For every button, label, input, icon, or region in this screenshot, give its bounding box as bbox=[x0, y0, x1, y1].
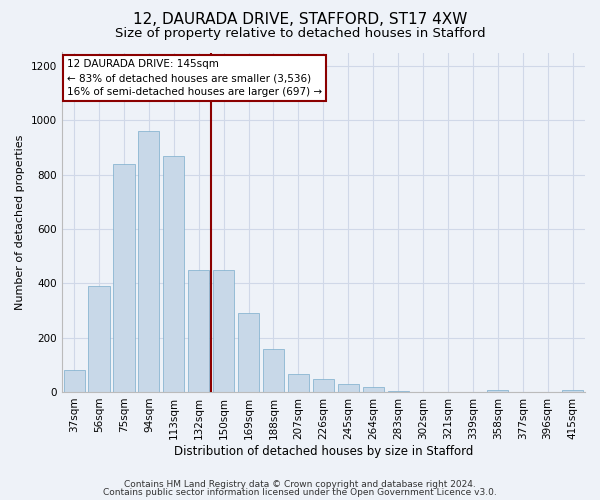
Bar bbox=[288, 374, 309, 392]
Bar bbox=[263, 348, 284, 392]
Bar bbox=[113, 164, 134, 392]
Bar bbox=[487, 390, 508, 392]
Text: Contains HM Land Registry data © Crown copyright and database right 2024.: Contains HM Land Registry data © Crown c… bbox=[124, 480, 476, 489]
Bar bbox=[88, 286, 110, 392]
Text: Size of property relative to detached houses in Stafford: Size of property relative to detached ho… bbox=[115, 28, 485, 40]
Bar bbox=[64, 370, 85, 392]
Text: 12 DAURADA DRIVE: 145sqm
← 83% of detached houses are smaller (3,536)
16% of sem: 12 DAURADA DRIVE: 145sqm ← 83% of detach… bbox=[67, 60, 322, 98]
Bar bbox=[188, 270, 209, 392]
Bar bbox=[338, 384, 359, 392]
Bar bbox=[138, 132, 160, 392]
Bar bbox=[562, 390, 583, 392]
Bar bbox=[313, 379, 334, 392]
Bar bbox=[388, 390, 409, 392]
Y-axis label: Number of detached properties: Number of detached properties bbox=[15, 134, 25, 310]
Text: 12, DAURADA DRIVE, STAFFORD, ST17 4XW: 12, DAURADA DRIVE, STAFFORD, ST17 4XW bbox=[133, 12, 467, 28]
Bar bbox=[362, 387, 384, 392]
Text: Contains public sector information licensed under the Open Government Licence v3: Contains public sector information licen… bbox=[103, 488, 497, 497]
X-axis label: Distribution of detached houses by size in Stafford: Distribution of detached houses by size … bbox=[173, 444, 473, 458]
Bar bbox=[238, 313, 259, 392]
Bar bbox=[163, 156, 184, 392]
Bar bbox=[213, 270, 234, 392]
